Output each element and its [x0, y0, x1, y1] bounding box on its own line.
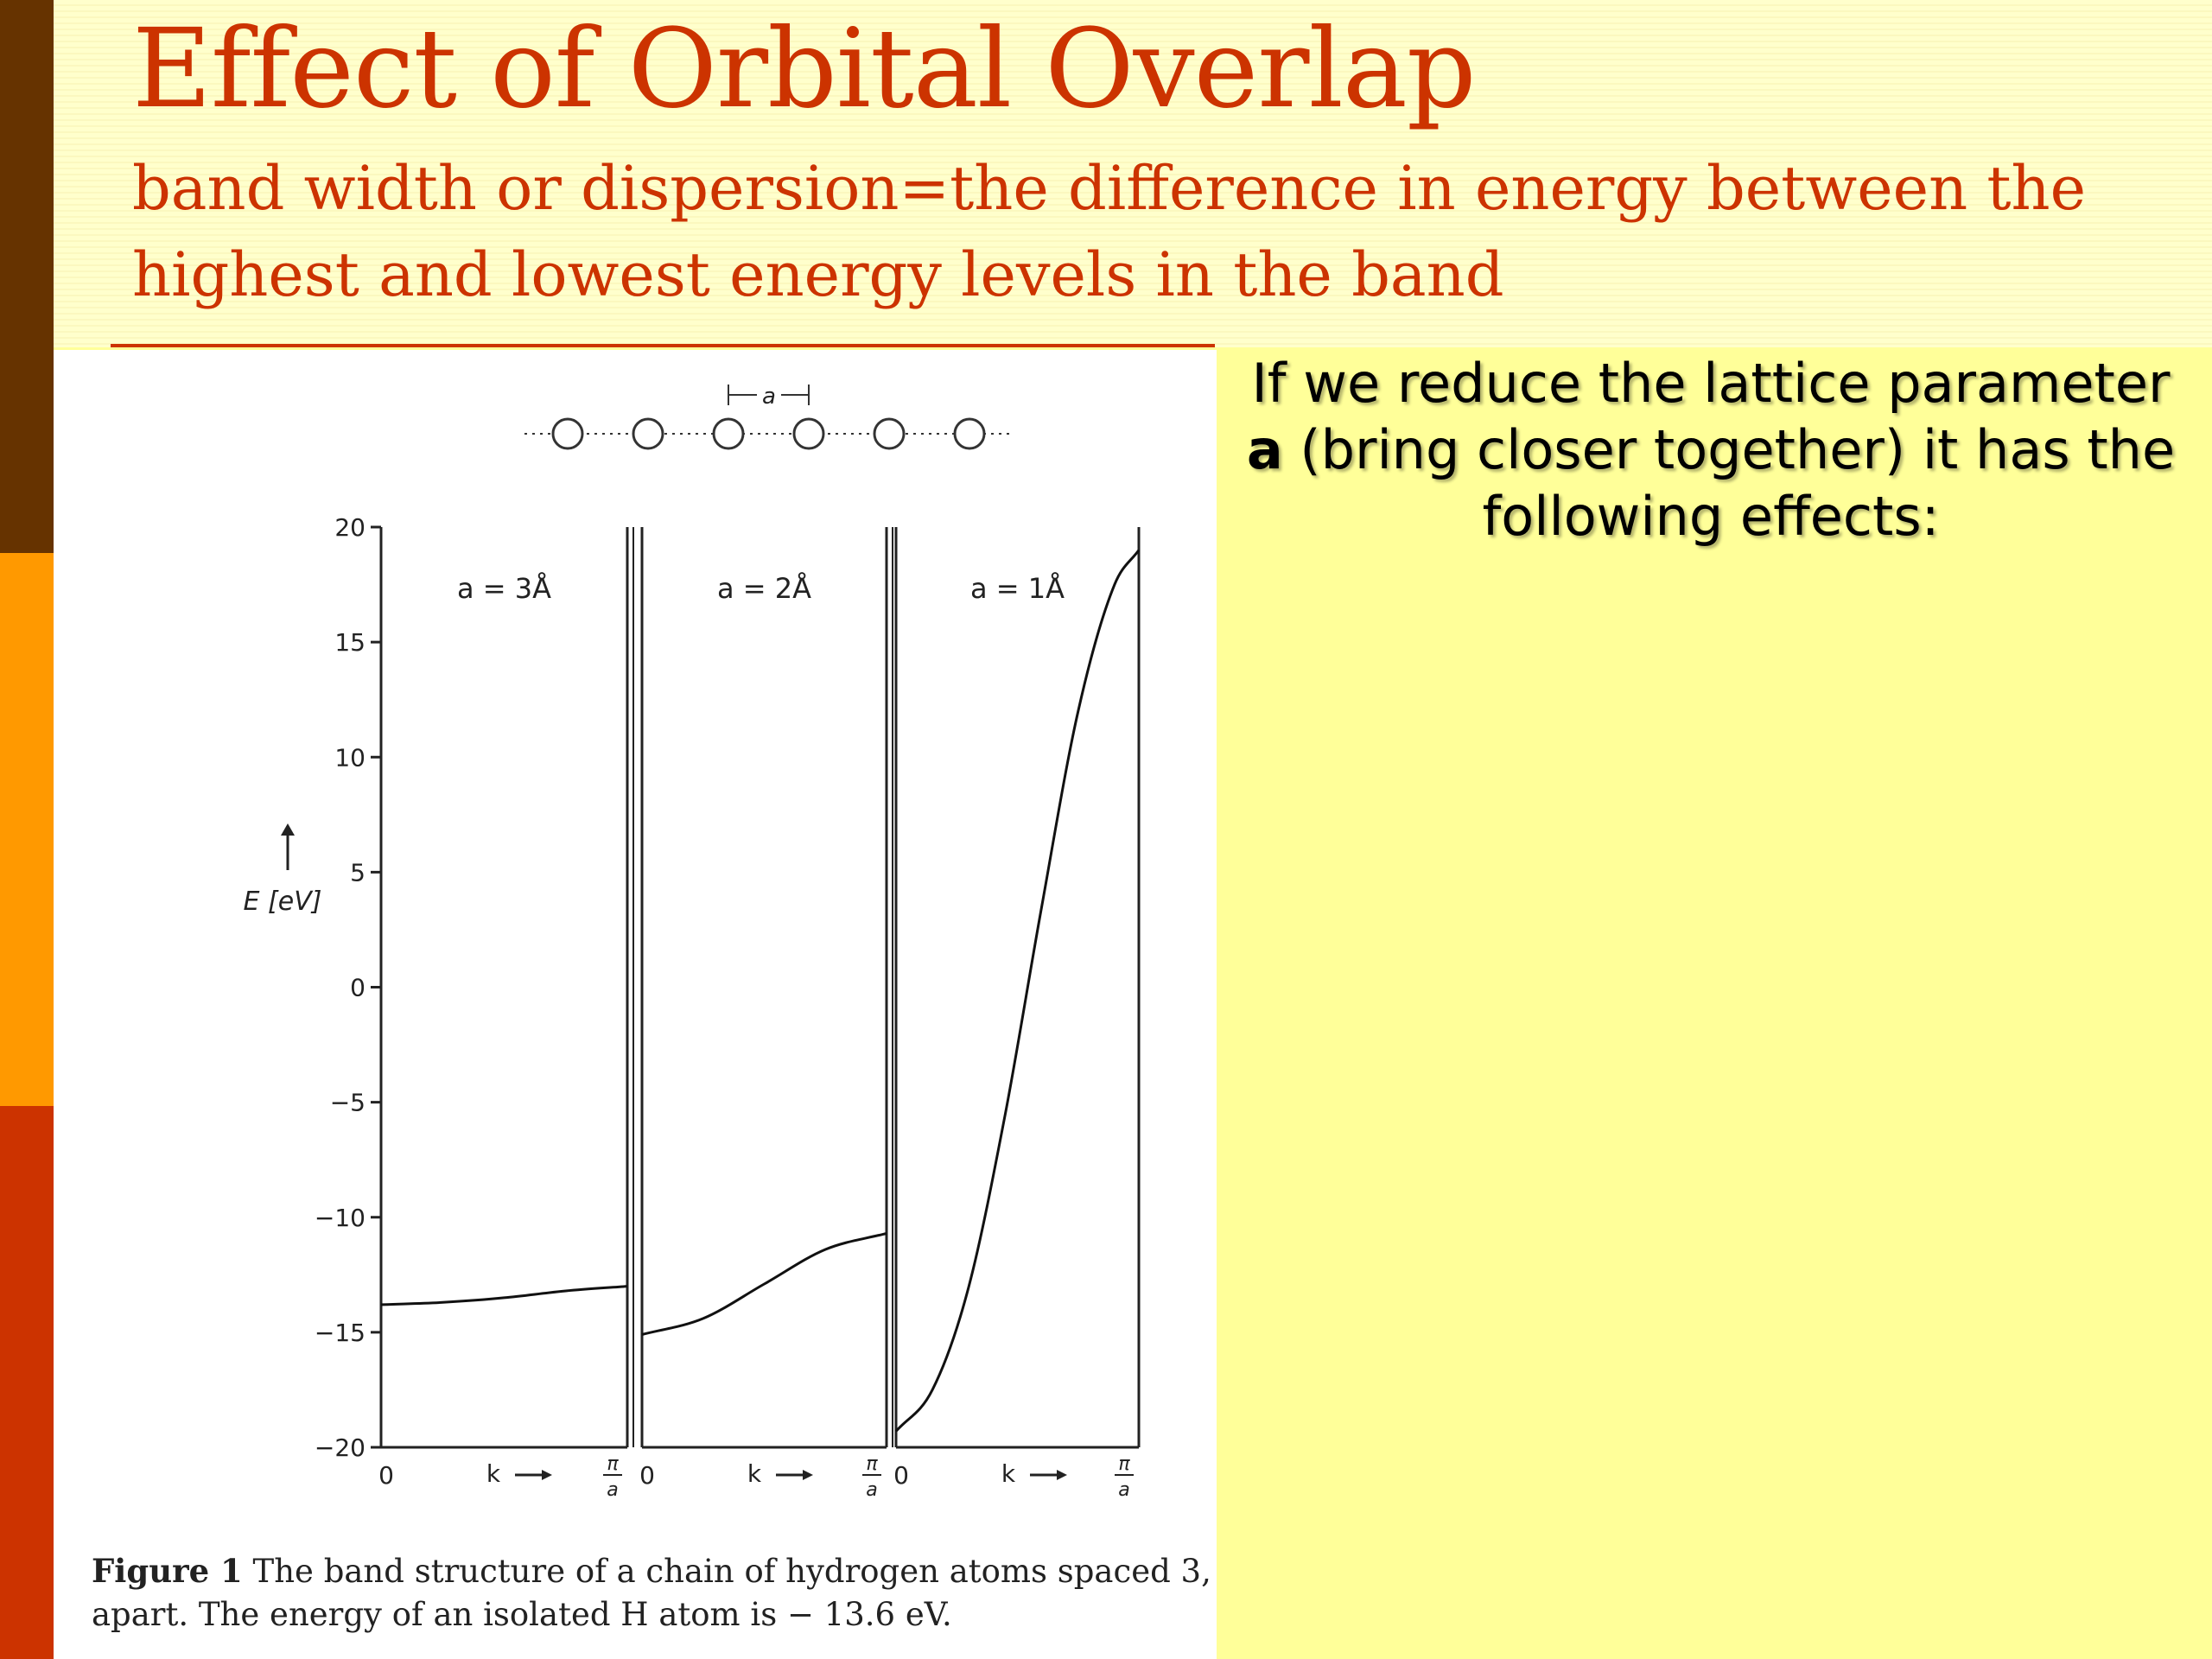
x-mid-label: k	[1001, 1459, 1016, 1488]
title-underline	[111, 344, 1215, 347]
panel-label: a = 1Å	[970, 572, 1065, 605]
y-tick-label: −10	[315, 1204, 365, 1232]
accent-bar-bottom	[0, 1106, 54, 1659]
caption-line-1: The band structure of a chain of hydroge…	[242, 1553, 1217, 1590]
atom-circle	[792, 417, 825, 450]
x-mid-label: k	[747, 1459, 762, 1488]
band-curve	[380, 1285, 628, 1306]
y-tick-label: 0	[350, 974, 365, 1002]
panel-label: a = 3Å	[457, 572, 551, 605]
atom-circle	[873, 417, 906, 450]
x-arrow-head	[803, 1470, 813, 1480]
spacing-label-bg	[757, 381, 781, 409]
accent-bar-middle	[0, 553, 54, 1106]
atom-circle	[632, 417, 664, 450]
x-end-denominator: a	[866, 1479, 877, 1501]
figure-caption: Figure 1 The band structure of a chain o…	[92, 1549, 1217, 1637]
side-text: If we reduce the lattice parameter a (br…	[1244, 350, 2177, 550]
side-text-part-2: (bring closer together) it has the follo…	[1282, 418, 2176, 548]
header-background	[54, 0, 2212, 347]
atom-circle	[712, 417, 745, 450]
y-tick-label: −20	[315, 1433, 365, 1462]
caption-line-2: apart. The energy of an isolated H atom …	[92, 1596, 952, 1633]
panel-label: a = 2Å	[717, 572, 811, 605]
x-end-numerator: π	[1118, 1453, 1130, 1475]
y-tick-label: 20	[334, 513, 365, 542]
atom-circle	[551, 417, 584, 450]
y-tick-label: −5	[330, 1089, 365, 1117]
y-tick-label: 10	[334, 743, 365, 772]
x-arrow-head	[1057, 1470, 1067, 1480]
side-text-part-1: If we reduce the lattice parameter	[1251, 352, 2171, 415]
y-tick-label: 5	[350, 858, 365, 887]
y-tick-label: 15	[334, 628, 365, 657]
x-end-numerator: π	[866, 1453, 878, 1475]
x-end-denominator: a	[607, 1479, 618, 1501]
y-axis-arrow-head	[281, 823, 295, 836]
figure-panel: a 20 15 10 5 0 −5 −10 −15 −20 E [eV] a = 3Å 0 k π a a = …	[54, 350, 1217, 1659]
x-end-numerator: π	[607, 1453, 619, 1475]
x-start-label: 0	[893, 1461, 909, 1490]
chain-spacing-label: a	[762, 384, 776, 410]
x-start-label: 0	[639, 1461, 655, 1490]
band-curve	[641, 1231, 887, 1336]
x-arrow-head	[542, 1470, 552, 1480]
y-axis-label: E [eV]	[244, 887, 322, 917]
x-start-label: 0	[378, 1461, 394, 1490]
accent-bar-top	[0, 0, 54, 553]
y-tick-label: −15	[315, 1319, 365, 1347]
caption-lead: Figure 1	[92, 1552, 243, 1590]
atom-circle	[953, 417, 986, 450]
lattice-symbol: a	[1246, 418, 1283, 481]
band-curve	[894, 549, 1141, 1433]
x-mid-label: k	[486, 1459, 501, 1488]
slide-title: Effect of Orbital Overlap	[132, 5, 1477, 132]
slide-subtitle: band width or dispersion=the difference …	[132, 153, 2087, 310]
x-end-denominator: a	[1118, 1479, 1129, 1501]
